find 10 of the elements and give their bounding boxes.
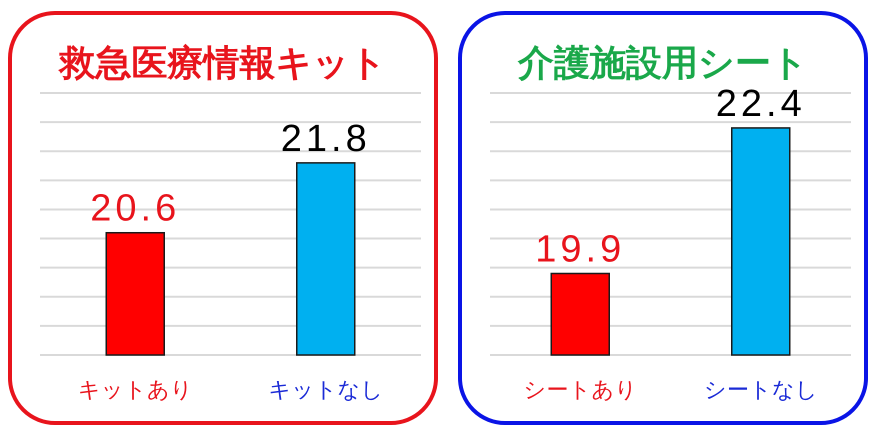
x-tick-label: キットあり [78, 378, 193, 403]
data-label: 19.9 [535, 228, 626, 270]
chart-title: 介護施設用シート [517, 43, 808, 84]
data-label: 20.6 [90, 188, 180, 230]
x-tick-label: シートなし [704, 378, 818, 403]
x-tick-label: キットなし [268, 378, 384, 403]
chart-title: 救急医療情報キット [58, 43, 386, 84]
data-label: 21.8 [280, 118, 371, 160]
x-tick-label: シートあり [523, 378, 638, 403]
data-label: 22.4 [716, 82, 806, 125]
